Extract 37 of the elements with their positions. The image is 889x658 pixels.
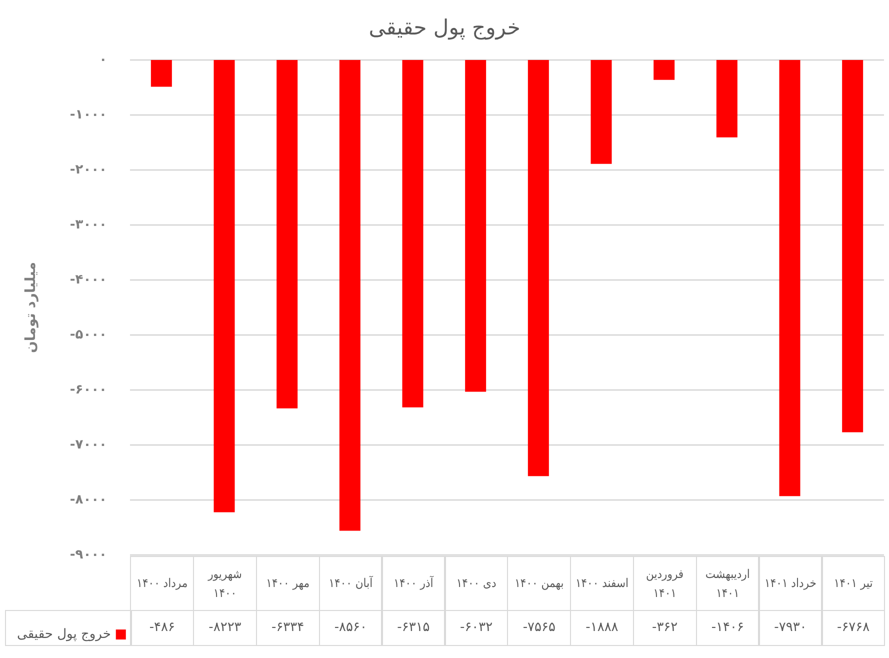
x-tick-label: آبان ۱۴۰۰ xyxy=(328,575,373,592)
data-label: -۳۶۲ xyxy=(652,620,678,635)
x-tick-label: شهریور ۱۴۰۰ xyxy=(206,566,243,602)
x-tick-label: مهر ۱۴۰۰ xyxy=(266,575,310,592)
chart-title: خروج پول حقیقی xyxy=(368,16,520,40)
x-tick-label: آذر ۱۴۰۰ xyxy=(394,575,434,592)
data-label: -۶۳۳۴ xyxy=(272,620,304,635)
data-label: -۴۸۶ xyxy=(149,620,175,635)
data-label: -۶۷۶۸ xyxy=(837,620,870,635)
y-tick-label: -۱۰۰۰ xyxy=(70,108,107,122)
y-tick-label: -۵۰۰۰ xyxy=(70,328,107,342)
x-tick-label: فروردین ۱۴۰۱ xyxy=(645,566,685,602)
y-tick-label: ۰ xyxy=(99,52,107,68)
y-tick-label: -۳۰۰۰ xyxy=(70,218,107,232)
y-tick-label: -۴۰۰۰ xyxy=(70,272,107,288)
y-tick-label: -۲۰۰۰ xyxy=(70,162,107,178)
x-tick-label: بهمن ۱۴۰۰ xyxy=(514,575,564,592)
x-tick-label: مرداد ۱۴۰۰ xyxy=(136,575,188,592)
data-label: -۷۵۶۵ xyxy=(522,620,556,635)
data-label: -۸۲۲۳ xyxy=(208,620,242,635)
data-label: -۱۸۸۸ xyxy=(586,620,618,635)
y-tick-label: -۷۰۰۰ xyxy=(70,438,107,452)
x-tick-label: خرداد ۱۴۰۱ xyxy=(764,575,816,592)
legend-label: خروج پول حقیقی xyxy=(16,627,111,642)
y-axis-title: میلیارد تومان xyxy=(23,262,39,354)
data-label: -۷۹۳۰ xyxy=(774,620,807,635)
y-tick-label: -۶۰۰۰ xyxy=(70,382,107,398)
x-tick-label: اردیبهشت ۱۴۰۱ xyxy=(704,566,751,602)
y-tick-label: -۹۰۰۰ xyxy=(70,548,107,562)
data-label: -۱۴۰۶ xyxy=(711,620,744,635)
data-label: -۸۵۶۰ xyxy=(334,620,367,635)
data-label: -۶۰۳۲ xyxy=(460,620,493,635)
data-label: -۶۳۱۵ xyxy=(397,620,430,635)
y-tick-label: -۸۰۰۰ xyxy=(70,492,107,508)
x-tick-label: دی ۱۴۰۰ xyxy=(456,575,496,592)
x-tick-label: اسفند ۱۴۰۰ xyxy=(575,575,629,592)
x-tick-label: تیر ۱۴۰۱ xyxy=(834,575,873,592)
